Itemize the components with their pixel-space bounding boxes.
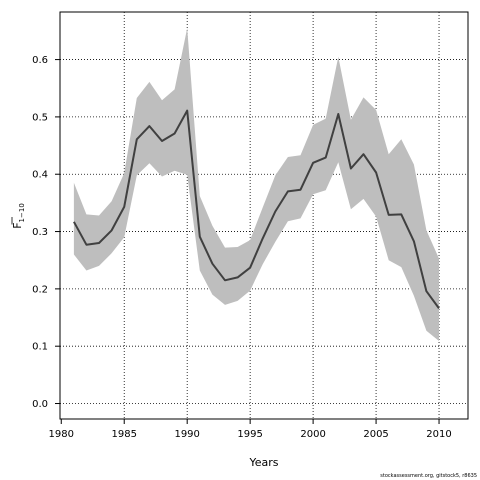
x-tick-label: 1990 [174, 429, 199, 440]
x-tick-label: 2000 [300, 429, 325, 440]
y-axis-title: F1−10 [11, 203, 26, 229]
y-tick-label: 0.3 [32, 227, 48, 238]
y-tick-label: 0.6 [32, 55, 48, 66]
y-axis: 0.0 0.1 0.2 0.3 0.4 0.5 0.6 [32, 55, 60, 410]
series-line [73, 109, 440, 309]
y-tick-label: 0.5 [32, 112, 48, 123]
x-axis-title: Years [248, 456, 278, 469]
x-tick-label: 1985 [111, 429, 136, 440]
confidence-band [73, 28, 440, 341]
x-tick-label: 2005 [363, 429, 388, 440]
y-axis-title-main: F [11, 222, 24, 228]
x-axis: 1980 1985 1990 1995 2000 2005 2010 [49, 419, 452, 440]
credit-text: stockassessment.org, gitstock5, r8635 [380, 473, 477, 479]
x-tick-label: 2010 [426, 429, 451, 440]
y-tick-label: 0.1 [32, 342, 48, 353]
svg-text:F1−10: F1−10 [11, 203, 26, 229]
x-tick-label: 1995 [237, 429, 262, 440]
y-tick-label: 0.4 [32, 170, 48, 181]
plot-frame [59, 11, 469, 420]
y-tick-label: 0.2 [32, 284, 48, 295]
x-tick-label: 1980 [49, 429, 74, 440]
y-tick-label: 0.0 [32, 399, 48, 410]
y-axis-title-sub: 1−10 [18, 203, 26, 222]
